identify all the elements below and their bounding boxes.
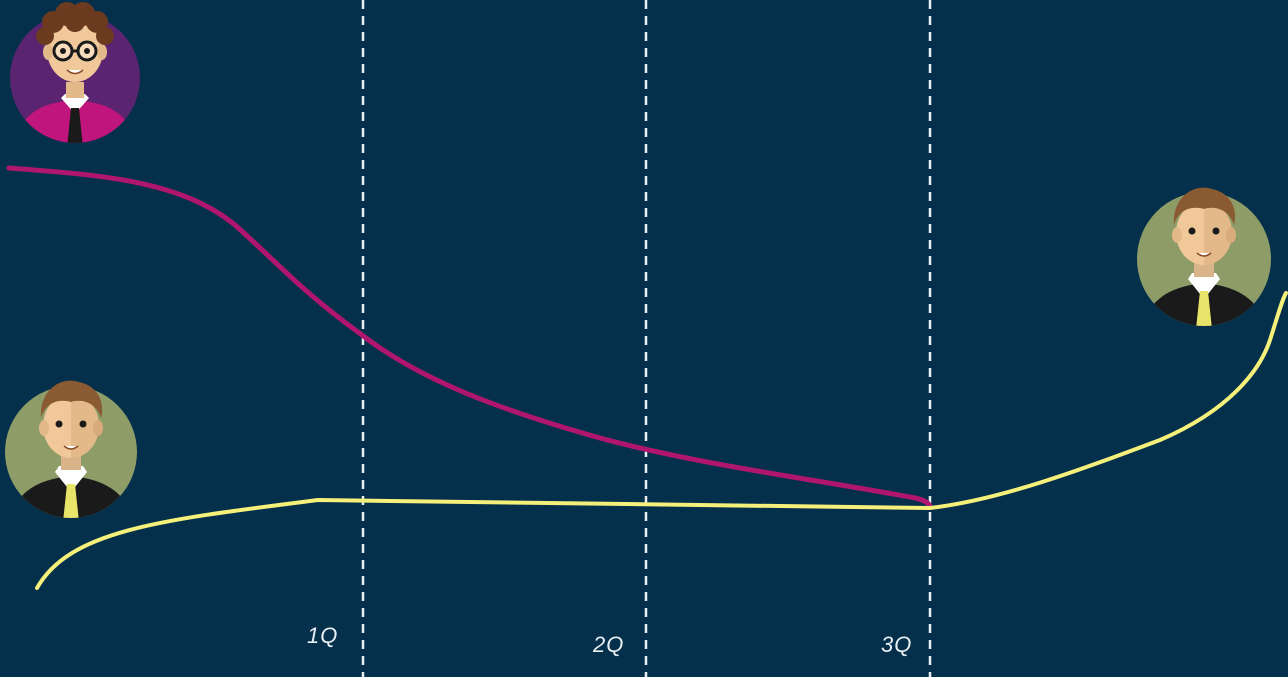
quarter-label-1q: 1Q bbox=[307, 623, 338, 648]
glasses-person-avatar bbox=[10, 2, 140, 143]
quarter-label-2q: 2Q bbox=[592, 632, 624, 657]
magenta-trend-line bbox=[6, 165, 933, 510]
yellow-tie-person-avatar-left bbox=[5, 380, 137, 518]
quarter-label-3q: 3Q bbox=[881, 632, 912, 657]
yellow-trend-line bbox=[35, 291, 1288, 590]
